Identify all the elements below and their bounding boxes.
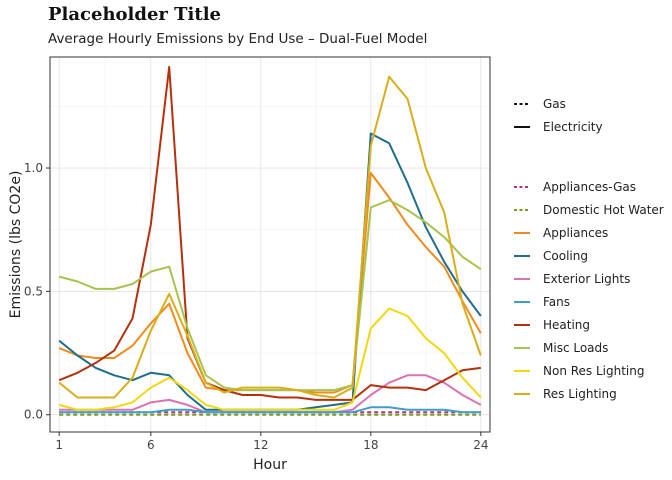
y-tick-label: 0.0 bbox=[24, 408, 43, 422]
y-tick-label: 0.5 bbox=[24, 284, 43, 298]
y-tick-label: 1.0 bbox=[24, 161, 43, 175]
series-line-misc-loads bbox=[58, 199, 482, 392]
x-tick-label: 24 bbox=[473, 438, 488, 452]
grid bbox=[50, 57, 490, 432]
legend-label: Exterior Lights bbox=[543, 272, 630, 286]
x-tick-label: 18 bbox=[363, 438, 378, 452]
legend: Gas Electricity Appliances-Gas Domestic Hot… bbox=[514, 97, 664, 401]
series-line-non-res-lighting bbox=[58, 307, 482, 411]
series-line-cooling bbox=[58, 132, 482, 411]
legend-label-linetype: Gas bbox=[543, 97, 566, 111]
legend-label: Cooling bbox=[543, 249, 588, 263]
axis-ticks: 1 6 12 18 24 0.0 0.5 1.0 bbox=[24, 161, 489, 452]
legend-label: Appliances bbox=[543, 226, 608, 240]
series-line-heating bbox=[58, 65, 481, 401]
series-lines bbox=[58, 65, 482, 416]
x-tick-label: 1 bbox=[55, 438, 63, 452]
x-tick-label: 12 bbox=[253, 438, 268, 452]
y-axis-title: Emissions (lbs CO2e) bbox=[8, 171, 24, 319]
series-line-exterior-lights bbox=[59, 374, 482, 414]
legend-label: Non Res Lighting bbox=[543, 364, 645, 378]
legend-label: Heating bbox=[543, 318, 590, 332]
panel-border bbox=[49, 56, 491, 433]
x-tick-label: 6 bbox=[147, 438, 155, 452]
legend-label: Res Lighting bbox=[543, 387, 617, 401]
legend-label-linetype: Electricity bbox=[543, 120, 603, 134]
legend-label: Domestic Hot Water bbox=[543, 203, 664, 217]
x-axis-title: Hour bbox=[253, 457, 287, 473]
legend-label: Misc Loads bbox=[543, 341, 608, 355]
series-line-res-lighting bbox=[58, 75, 482, 399]
legend-label: Fans bbox=[543, 295, 570, 309]
legend-label: Appliances-Gas bbox=[543, 180, 636, 194]
chart-title: Placeholder Title bbox=[48, 4, 222, 25]
chart-subtitle: Average Hourly Emissions by End Use – Du… bbox=[48, 31, 428, 47]
series-line-fans bbox=[59, 406, 481, 414]
